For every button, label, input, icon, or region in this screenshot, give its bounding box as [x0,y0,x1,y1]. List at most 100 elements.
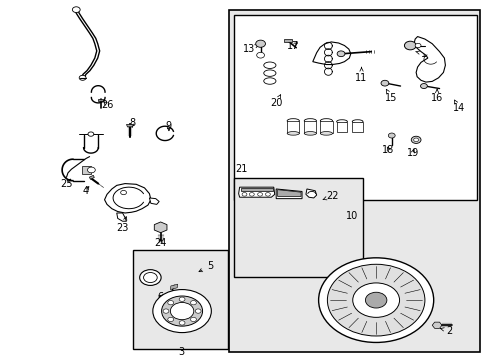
Polygon shape [305,189,316,198]
Circle shape [387,133,394,138]
Polygon shape [277,190,301,197]
Polygon shape [154,222,166,233]
Circle shape [167,317,173,321]
Circle shape [121,190,126,195]
Text: 6: 6 [157,292,163,302]
Circle shape [413,138,418,141]
Circle shape [242,193,246,196]
Text: 25: 25 [60,179,73,189]
Circle shape [256,52,264,58]
Circle shape [249,193,254,196]
Bar [233,178,362,277]
Ellipse shape [286,119,299,123]
Text: 7: 7 [394,272,400,282]
Polygon shape [117,213,126,221]
Ellipse shape [320,119,332,123]
Text: 18: 18 [382,144,394,154]
Text: 16: 16 [430,89,442,103]
Circle shape [195,309,201,313]
Ellipse shape [336,120,346,123]
Circle shape [352,283,399,318]
Bar [351,122,362,132]
Ellipse shape [263,70,275,76]
Ellipse shape [286,132,299,135]
Text: 19: 19 [406,148,418,158]
Bar [133,250,228,348]
Circle shape [190,301,196,305]
Polygon shape [98,99,103,101]
Polygon shape [170,284,177,289]
Polygon shape [89,175,94,179]
Circle shape [410,136,420,143]
Ellipse shape [263,62,275,68]
Text: 2: 2 [440,325,451,336]
Circle shape [336,51,344,57]
Bar [304,121,316,134]
Ellipse shape [320,132,332,135]
Circle shape [265,193,270,196]
Circle shape [88,132,94,136]
Text: 11: 11 [355,67,367,83]
Circle shape [167,301,173,305]
Circle shape [318,258,433,342]
Ellipse shape [351,120,362,123]
Text: 3: 3 [178,347,184,357]
Polygon shape [276,189,302,199]
Text: 4: 4 [83,186,89,196]
Text: 8: 8 [129,118,135,128]
Bar [81,166,91,174]
Circle shape [179,321,184,325]
Text: 23: 23 [116,217,128,233]
Circle shape [143,273,157,283]
Text: 17: 17 [286,41,299,50]
Polygon shape [104,184,151,213]
Circle shape [255,40,265,47]
Polygon shape [126,125,133,127]
Bar [233,15,476,200]
Text: 1: 1 [394,295,412,305]
Circle shape [153,289,211,333]
Text: 15: 15 [384,89,396,103]
Text: 26: 26 [101,100,113,110]
Circle shape [161,296,202,326]
Circle shape [170,302,193,320]
Ellipse shape [263,78,275,84]
Bar [228,10,479,352]
Circle shape [257,193,262,196]
Text: 13: 13 [243,44,258,54]
Polygon shape [149,198,159,204]
Circle shape [87,167,95,173]
Circle shape [414,43,420,48]
Polygon shape [312,42,350,64]
Polygon shape [413,37,445,82]
Ellipse shape [304,132,316,135]
Circle shape [72,7,80,13]
Bar [336,122,346,132]
Text: 5: 5 [199,261,213,272]
Text: 14: 14 [452,100,464,113]
Text: 22: 22 [323,191,338,201]
Text: 10: 10 [345,211,357,221]
Circle shape [420,84,427,89]
Circle shape [365,292,386,308]
Circle shape [404,41,415,50]
Circle shape [79,75,86,80]
Circle shape [179,297,184,301]
Bar [320,121,332,134]
Ellipse shape [304,119,316,123]
Circle shape [190,317,196,321]
Bar [286,121,299,134]
Text: 21: 21 [234,164,247,174]
Polygon shape [431,322,441,328]
Circle shape [327,264,424,336]
Text: 9: 9 [165,121,172,131]
Text: 12: 12 [415,49,433,59]
Polygon shape [240,188,272,192]
Polygon shape [284,40,292,42]
Text: 24: 24 [154,238,166,248]
Circle shape [163,309,168,313]
Circle shape [140,270,161,285]
Text: 20: 20 [269,95,282,108]
Circle shape [380,80,388,86]
Polygon shape [238,187,274,197]
